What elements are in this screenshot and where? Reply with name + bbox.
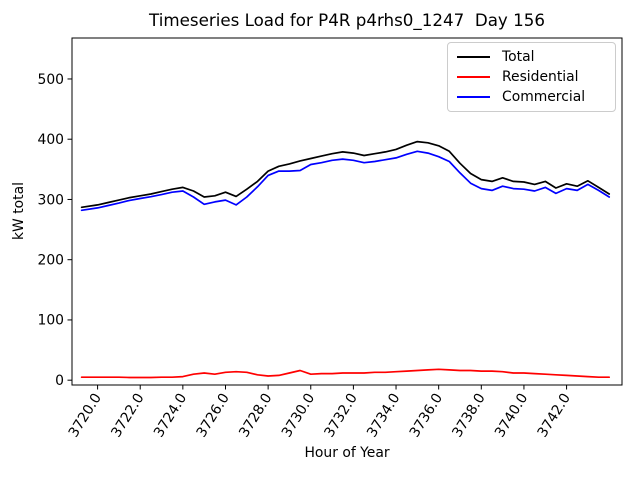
x-tick-label: 3722.0 — [108, 391, 147, 441]
x-tick-label: 3734.0 — [364, 391, 403, 441]
x-tick-label: 3720.0 — [66, 391, 105, 441]
x-tick-label: 3732.0 — [321, 391, 360, 441]
legend-label-commercial: Commercial — [502, 89, 586, 105]
x-tick-label: 3730.0 — [279, 391, 318, 441]
chart-title: Timeseries Load for P4R p4rhs0_1247 Day … — [149, 10, 545, 30]
legend-line-swatch-residential — [457, 76, 490, 78]
x-tick-label: 3740.0 — [492, 391, 531, 441]
x-tick-label: 3728.0 — [236, 391, 275, 441]
x-tick-label: 3738.0 — [449, 391, 488, 441]
y-tick-label: 500 — [37, 72, 64, 88]
x-tick-label: 3736.0 — [407, 391, 446, 441]
y-tick-label: 0 — [55, 373, 64, 389]
x-tick-label: 3742.0 — [535, 391, 574, 441]
legend-entry-commercial: Commercial — [457, 89, 606, 105]
y-tick-label: 200 — [37, 252, 64, 268]
legend-label-residential: Residential — [502, 69, 579, 85]
legend-entry-total: Total — [457, 49, 606, 65]
series-line-residential — [80, 368, 611, 379]
y-axis-label: kW total — [11, 182, 27, 240]
legend-line-swatch-commercial — [457, 96, 490, 98]
x-tick-label: 3724.0 — [151, 391, 190, 441]
y-tick-label: 100 — [37, 313, 64, 329]
series-line-commercial — [80, 150, 611, 212]
legend-label-total: Total — [502, 49, 535, 65]
legend: Total Residential Commercial — [447, 42, 616, 112]
y-tick-label: 400 — [37, 132, 64, 148]
x-axis-label: Hour of Year — [304, 445, 390, 461]
x-tick-label: 3726.0 — [194, 391, 233, 441]
axes-spines — [71, 37, 623, 386]
y-tick-label: 300 — [37, 192, 64, 208]
series-line-total — [80, 140, 611, 209]
legend-entry-residential: Residential — [457, 69, 606, 85]
legend-line-swatch-total — [457, 56, 490, 58]
